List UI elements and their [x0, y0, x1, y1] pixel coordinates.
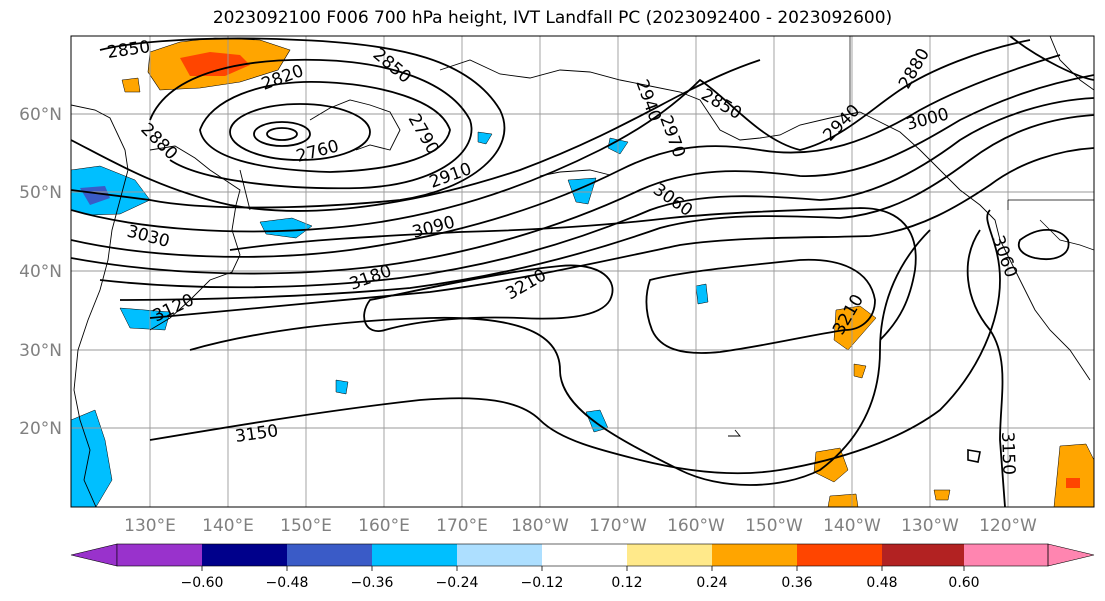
height-contours [71, 36, 1094, 507]
shade-patch [695, 283, 709, 305]
lon-label: 120°W [979, 516, 1037, 536]
map-area [71, 36, 1094, 507]
shade-patch [119, 307, 171, 331]
lon-label: 130°W [901, 516, 959, 536]
shade-patch [121, 77, 141, 93]
lon-label: 140°E [202, 516, 254, 536]
coastlines [71, 36, 1094, 507]
lat-label: 40°N [19, 262, 62, 282]
colorbar-extend-low [70, 543, 118, 567]
colorbar-label: 0.60 [948, 575, 979, 591]
lon-label: 170°E [436, 516, 488, 536]
shade-patch [477, 131, 493, 145]
colorbar-segment [882, 544, 964, 566]
lon-label: 140°W [823, 516, 881, 536]
colorbar-segment [797, 544, 882, 566]
colorbar-label: 0.48 [866, 575, 897, 591]
lat-label: 20°N [19, 419, 62, 439]
lon-labels: 130°E 140°E 150°E 160°E 170°E 180°W 170°… [124, 516, 1037, 536]
colorbar-segment [712, 544, 797, 566]
map-title: 2023092100 F006 700 hPa height, IVT Land… [212, 8, 893, 28]
shade-patch [1066, 478, 1080, 488]
shade-patch [80, 186, 110, 205]
lat-labels: 60°N 50°N 40°N 30°N 20°N [19, 105, 62, 439]
shade-patch [827, 493, 859, 507]
colorbar-segment [202, 544, 287, 566]
contour-label: 3150 [997, 431, 1018, 475]
colorbar-segment [287, 544, 372, 566]
shade-patch [853, 363, 867, 379]
lon-label: 180°W [511, 516, 569, 536]
ivt-shading [71, 37, 1094, 507]
colorbar-segment [964, 544, 1048, 566]
shade-patch [933, 489, 951, 501]
colorbar-label: −0.60 [181, 575, 224, 591]
lat-label: 60°N [19, 105, 62, 125]
colorbar-label: −0.12 [521, 575, 564, 591]
colorbar: −0.60 −0.48 −0.36 −0.24 −0.12 0.12 0.24 … [70, 543, 1095, 591]
lon-label: 160°E [358, 516, 410, 536]
colorbar-segment [542, 544, 627, 566]
colorbar-label: 0.12 [611, 575, 642, 591]
colorbar-segment [457, 544, 542, 566]
colorbar-label: −0.36 [351, 575, 394, 591]
lon-label: 150°W [745, 516, 803, 536]
colorbar-label: −0.48 [266, 575, 309, 591]
shade-patch [335, 379, 349, 395]
lat-label: 30°N [19, 341, 62, 361]
colorbar-ticks [201, 566, 965, 571]
shade-patch [1053, 443, 1094, 507]
lat-label: 50°N [19, 183, 62, 203]
colorbar-frame [116, 543, 1049, 567]
shade-patch [71, 409, 113, 507]
colorbar-segment [372, 544, 457, 566]
lon-label: 130°E [124, 516, 176, 536]
colorbar-segment [627, 544, 712, 566]
graticule [71, 36, 1094, 507]
map-frame [70, 35, 1095, 508]
colorbar-label: 0.36 [781, 575, 812, 591]
shade-patch [180, 52, 250, 76]
lon-label: 160°W [667, 516, 725, 536]
colorbar-segment [117, 544, 202, 566]
lon-label: 170°W [589, 516, 647, 536]
colorbar-label: 0.24 [696, 575, 727, 591]
colorbar-extend-high [1047, 543, 1095, 567]
colorbar-label: −0.24 [436, 575, 479, 591]
lon-label: 150°E [280, 516, 332, 536]
